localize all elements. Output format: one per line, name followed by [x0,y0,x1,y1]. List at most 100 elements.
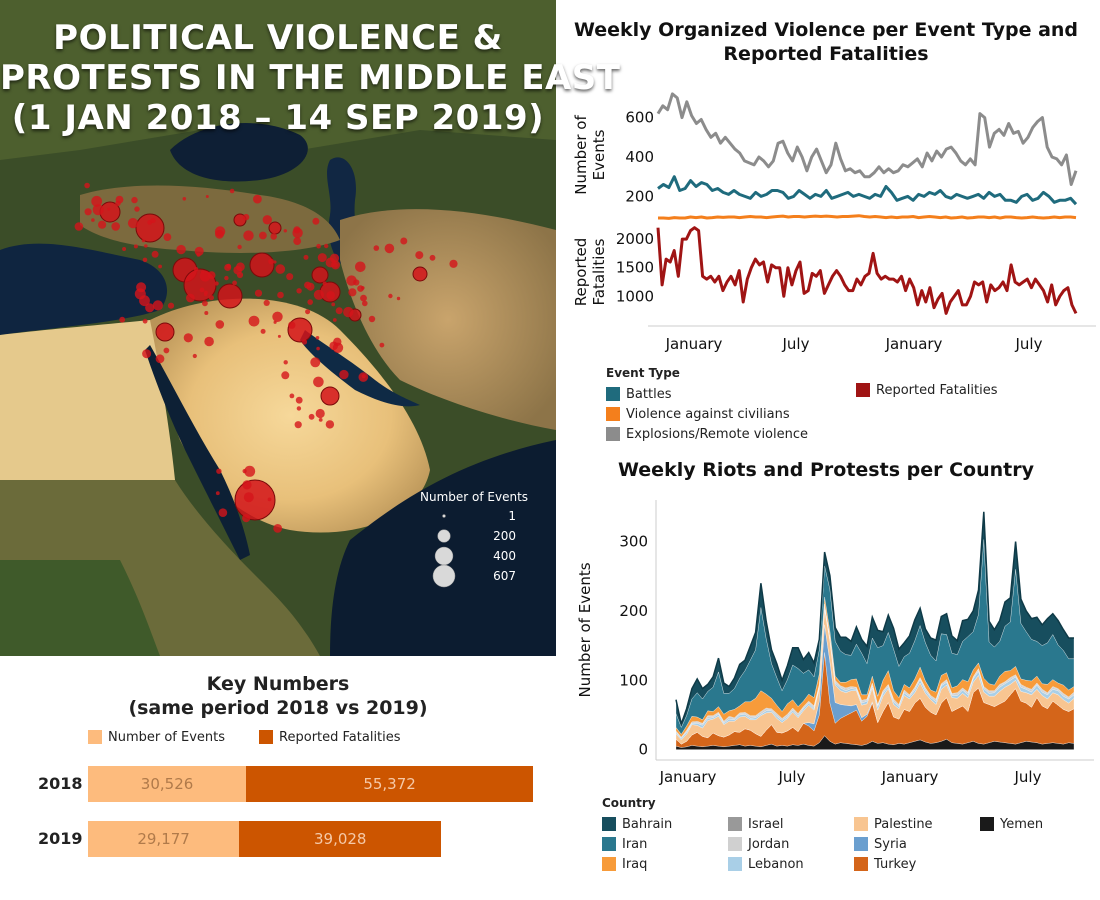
event-marker[interactable] [315,408,325,419]
event-marker[interactable] [429,254,436,261]
event-marker[interactable] [288,321,296,329]
event-marker[interactable] [306,282,315,291]
event-marker[interactable] [242,213,250,221]
event-marker[interactable] [242,469,247,474]
event-marker[interactable] [141,239,145,243]
event-marker[interactable] [308,413,315,420]
event-marker[interactable] [368,315,376,323]
rp-legend-item-turkey[interactable]: Turkey [854,854,916,874]
event-marker[interactable] [307,299,314,305]
event-marker[interactable] [107,207,111,211]
event-marker[interactable] [259,231,267,240]
event-marker[interactable] [326,291,336,300]
event-marker[interactable] [384,243,395,254]
event-marker[interactable] [296,406,302,411]
event-marker[interactable] [217,283,243,309]
event-marker[interactable] [74,222,84,231]
event-marker[interactable] [208,295,214,301]
event-marker[interactable] [322,281,327,286]
event-marker[interactable] [182,197,187,201]
event-marker[interactable] [127,218,139,229]
event-marker[interactable] [91,218,95,222]
event-marker[interactable] [237,244,242,250]
event-marker[interactable] [361,286,365,290]
key-bar-fatalities[interactable]: 39,028 [239,821,442,857]
event-marker[interactable] [152,300,163,311]
event-marker[interactable] [163,347,170,354]
ov-series-line[interactable] [657,175,1078,206]
event-marker[interactable] [286,273,294,281]
rp-legend-item-yemen[interactable]: Yemen [980,814,1043,834]
event-marker[interactable] [277,334,281,338]
event-marker[interactable] [183,333,193,343]
event-marker[interactable] [205,195,209,198]
event-marker[interactable] [283,229,287,233]
event-marker[interactable] [348,288,357,297]
event-marker[interactable] [316,243,321,249]
event-marker[interactable] [412,266,428,282]
event-marker[interactable] [360,294,367,302]
event-marker[interactable] [320,386,340,406]
event-marker[interactable] [151,250,159,258]
event-marker[interactable] [242,514,251,523]
event-marker[interactable] [303,254,309,260]
event-marker[interactable] [133,244,138,249]
rp-legend-item-bahrain[interactable]: Bahrain [602,814,672,834]
key-legend-item-events[interactable]: Number of Events [88,727,225,747]
rp-legend-item-syria[interactable]: Syria [854,834,907,854]
event-marker[interactable] [313,289,324,300]
event-marker[interactable] [150,218,156,224]
event-marker[interactable] [144,244,148,248]
event-marker[interactable] [242,480,252,490]
event-marker[interactable] [202,300,208,307]
event-marker[interactable] [268,221,282,235]
event-marker[interactable] [267,497,272,502]
event-marker[interactable] [331,302,336,307]
event-marker[interactable] [243,492,254,503]
event-marker[interactable] [318,418,323,422]
event-marker[interactable] [142,349,152,359]
ov-series-line[interactable] [656,92,1078,186]
event-marker[interactable] [355,261,366,273]
event-marker[interactable] [214,281,219,286]
event-marker[interactable] [361,374,366,379]
event-marker[interactable] [335,307,343,315]
event-marker[interactable] [216,468,222,474]
event-marker[interactable] [224,275,229,281]
event-marker[interactable] [207,271,216,279]
event-marker[interactable] [243,230,254,241]
event-marker[interactable] [415,251,424,260]
event-marker[interactable] [293,237,302,246]
event-marker[interactable] [203,290,208,295]
event-marker[interactable] [339,369,349,380]
event-marker[interactable] [196,252,201,257]
event-marker[interactable] [236,262,245,272]
event-marker[interactable] [158,264,163,269]
event-marker[interactable] [289,393,295,399]
event-marker[interactable] [135,213,165,243]
event-marker[interactable] [301,339,308,345]
key-bar-events[interactable]: 29,177 [88,821,241,857]
event-marker[interactable] [214,226,226,237]
event-marker[interactable] [273,260,277,264]
rp-legend-item-israel[interactable]: Israel [728,814,784,834]
ov-legend-item-fatalities[interactable]: Reported Fatalities [856,380,998,400]
event-marker[interactable] [122,247,127,251]
event-marker[interactable] [400,237,408,245]
event-marker[interactable] [134,206,140,212]
event-marker[interactable] [229,188,235,194]
event-marker[interactable] [136,282,147,293]
event-marker[interactable] [248,315,260,327]
event-marker[interactable] [218,508,228,517]
event-marker[interactable] [236,271,244,279]
event-marker[interactable] [192,353,197,359]
event-marker[interactable] [362,300,368,307]
event-marker[interactable] [253,194,262,204]
event-marker[interactable] [315,336,320,340]
event-marker[interactable] [111,222,120,231]
event-marker[interactable] [131,196,138,204]
event-marker[interactable] [260,328,266,334]
event-marker[interactable] [268,258,274,265]
event-marker[interactable] [215,491,220,496]
event-marker[interactable] [234,479,276,521]
